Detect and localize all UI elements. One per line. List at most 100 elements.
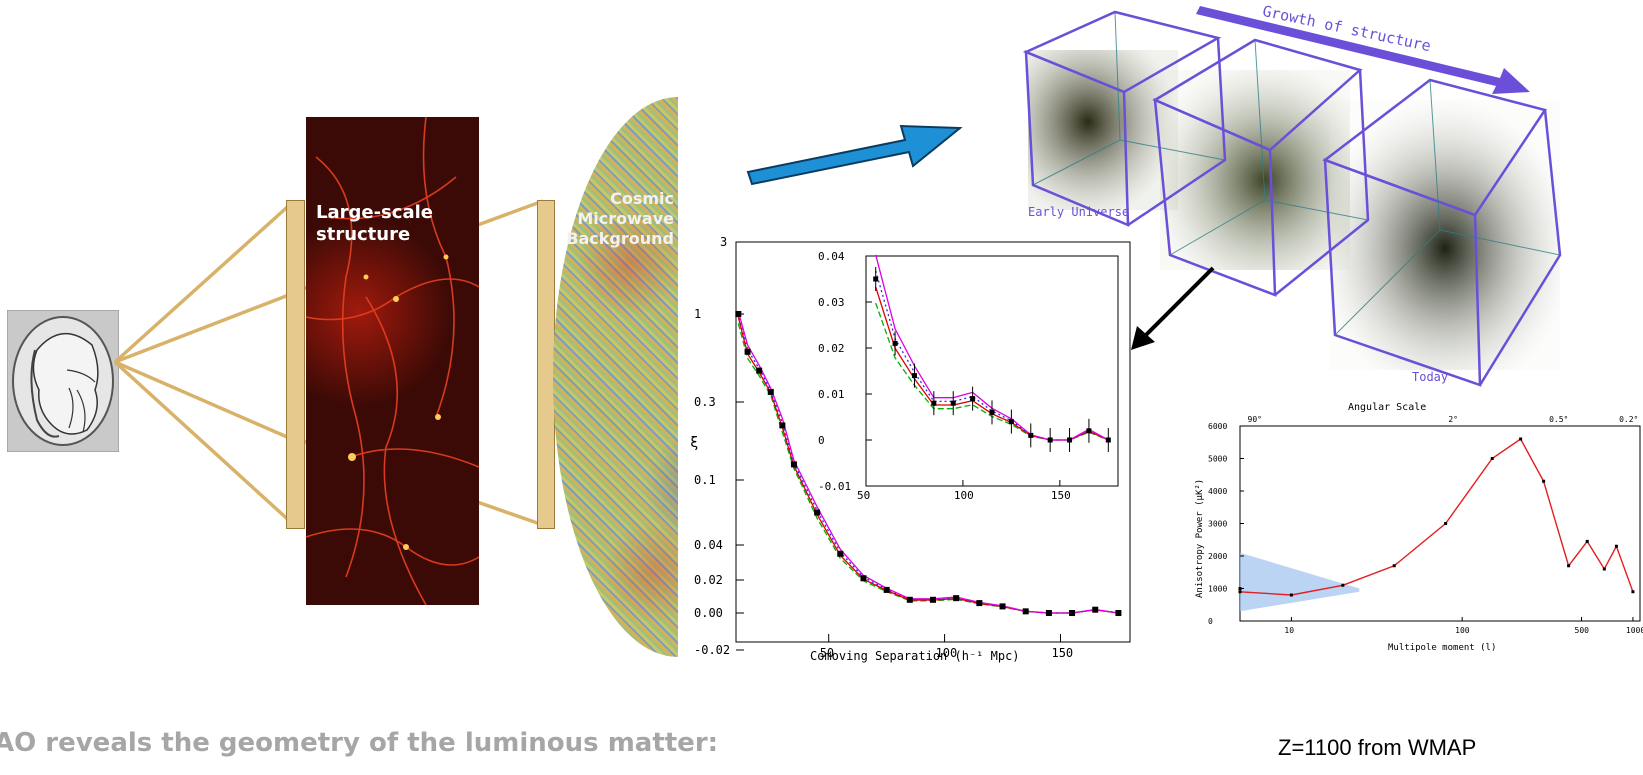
corr-data-point <box>1022 608 1029 615</box>
black-arrow <box>1131 266 1215 350</box>
corr-data-point <box>814 509 821 516</box>
lss-label-line2: structure <box>316 224 411 245</box>
corr-data-point <box>735 311 742 317</box>
blue-arrow <box>746 124 963 186</box>
wmap-data-point <box>1238 590 1242 594</box>
cmb-label-line2: Microwave <box>577 209 674 228</box>
corr-y-top: 3 <box>720 235 727 249</box>
corr-data-point <box>1069 610 1076 616</box>
corr-data-point <box>883 586 890 593</box>
wmap-x-label: Multipole moment (l) <box>1388 643 1496 653</box>
inset-y-tick-label: 0.03 <box>818 296 845 309</box>
wmap-y-tick-label: 3000 <box>1208 520 1227 529</box>
corr-y-tick-label: 0.1 <box>694 473 716 487</box>
corr-x-label: Comoving Separation (h⁻¹ Mpc) <box>810 649 1020 663</box>
corr-data-point <box>999 603 1006 610</box>
corr-x-tick-label: 100 <box>936 646 958 660</box>
corr-data-point <box>906 596 913 603</box>
wmap-y-tick-label: 2000 <box>1208 552 1227 561</box>
inset-data-point <box>1105 437 1111 443</box>
wmap-y-tick-label: 0 <box>1208 617 1213 626</box>
corr-y-tick-label: 0.02 <box>694 573 723 587</box>
corr-y-tick-label: 0.3 <box>694 395 716 409</box>
today-label: Today <box>1412 370 1448 384</box>
corr-data-point <box>779 422 786 429</box>
wmap-data-point <box>1542 479 1546 483</box>
wmap-x-tick-label: 10 <box>1284 626 1294 635</box>
inset-data-point <box>892 340 898 346</box>
corr-model-curve <box>737 323 1119 614</box>
wmap-data-point <box>1490 457 1494 460</box>
wmap-data-point <box>1631 590 1635 594</box>
inset-data-point <box>950 400 956 406</box>
footer-caption: AO reveals the geometry of the luminous … <box>0 728 719 758</box>
cmb-label-line3: Background <box>566 229 674 248</box>
inset-data-point <box>989 409 995 415</box>
wmap-top-tick-label: 0.5° <box>1549 415 1568 424</box>
inset-data-point <box>1067 437 1073 443</box>
corr-data-point <box>756 367 763 374</box>
lss-label-line1: Large-scale <box>316 202 433 223</box>
corr-data-point <box>930 596 936 603</box>
corr-data-point <box>860 575 867 582</box>
wmap-data-point <box>1602 567 1606 571</box>
wmap-top-axis-label: Angular Scale <box>1348 402 1426 413</box>
wmap-y-tick-label: 4000 <box>1208 487 1227 496</box>
corr-data-point <box>976 600 983 607</box>
wmap-y-tick-label: 1000 <box>1208 585 1227 594</box>
corr-data-point <box>790 461 797 468</box>
early-universe-label: Early Universe <box>1028 205 1129 219</box>
corr-data-point <box>953 595 960 602</box>
corr-x-tick-label: 50 <box>820 646 834 660</box>
wmap-y-tick-label: 6000 <box>1208 422 1227 431</box>
corr-y-tick-label: 0.04 <box>694 538 723 552</box>
inset-x-tick-label: 50 <box>857 489 870 502</box>
inset-y-tick-label: -0.01 <box>818 480 851 493</box>
wmap-x-tick-label: 100 <box>1455 626 1470 635</box>
wmap-data-point <box>1585 539 1589 543</box>
inset-data-point <box>911 373 917 379</box>
corr-y-tick-label: -0.02 <box>694 643 730 657</box>
inset-data-point <box>1028 432 1034 438</box>
cmb-label-line1: Cosmic <box>610 189 674 208</box>
philosopher-portrait <box>6 309 120 453</box>
inset-y-tick-label: 0.04 <box>818 250 845 263</box>
wmap-caption: Z=1100 from WMAP <box>1278 735 1477 760</box>
wmap-data-point <box>1289 593 1293 597</box>
wmap-data-point <box>1341 583 1345 587</box>
cmb-image: Cosmic Microwave Background <box>553 97 678 657</box>
corr-data-point <box>1115 610 1122 616</box>
wmap-cosmic-variance-band <box>1240 552 1360 612</box>
inset-data-point <box>1008 419 1014 425</box>
inset-x-tick-label: 150 <box>1051 489 1071 502</box>
wmap-model-curve <box>1239 437 1634 596</box>
inset-y-tick-label: 0 <box>818 434 825 447</box>
wmap-x-tick-label: 1000 <box>1626 626 1643 635</box>
inset-data-point <box>970 396 976 402</box>
inset-data-point <box>1047 437 1053 443</box>
correlation-function-plot: 3 1 0.3 0.1 0.04 0.02 0.00 -0.02 50 100 150 Como… <box>690 232 1140 672</box>
wmap-data-point <box>1519 437 1523 441</box>
inset-data-point <box>931 400 937 406</box>
wmap-data-point <box>1392 564 1396 568</box>
wmap-top-tick-label: 0.2° <box>1619 415 1638 424</box>
corr-data-point <box>1045 610 1052 616</box>
large-scale-structure-image: Large-scale structure <box>306 117 479 605</box>
corr-data-point <box>837 550 844 557</box>
inset-data-point <box>873 276 879 282</box>
corr-x-tick-label: 150 <box>1051 646 1073 660</box>
wmap-top-tick-label: 90° <box>1248 415 1262 424</box>
wmap-y-tick-label: 5000 <box>1208 455 1227 464</box>
wmap-top-tick-label: 2° <box>1448 415 1458 424</box>
ruler-left <box>286 200 305 529</box>
inset-y-tick-label: 0.01 <box>818 388 845 401</box>
inset-y-tick-label: 0.02 <box>818 342 845 355</box>
corr-y-tick-label: 1 <box>694 307 701 321</box>
wmap-x-tick-label: 500 <box>1575 626 1590 635</box>
corr-y-tick-label: 0.00 <box>694 606 723 620</box>
corr-data-point <box>744 348 751 355</box>
svg-text:ξ: ξ <box>690 435 698 451</box>
corr-model-curve <box>737 312 1119 614</box>
growth-of-structure-figure: Growth of structure Early Universe Today <box>1020 0 1643 390</box>
wmap-power-spectrum: Angular Scale 6000 5000 4000 3000 2000 1000 0 … <box>1188 398 1643 716</box>
